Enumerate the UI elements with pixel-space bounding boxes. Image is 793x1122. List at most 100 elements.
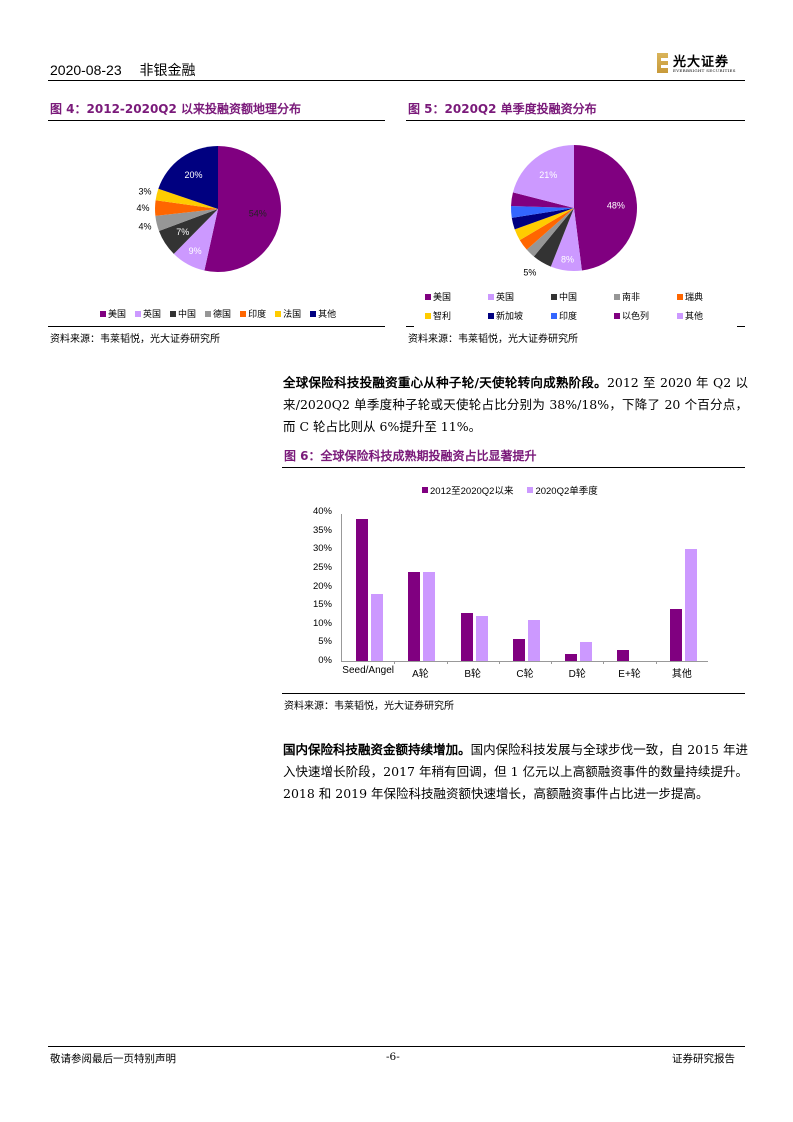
x-tick-mark (394, 661, 396, 664)
legend-swatch (614, 312, 620, 319)
bar-0-3 (512, 638, 525, 661)
legend-label: 2012至2020Q2以来 (430, 486, 514, 497)
figure5-title: 图 5：2020Q2 单季度投融资分布 (408, 102, 597, 116)
figure6-top-rule (282, 467, 745, 468)
bar-1-3 (527, 620, 540, 661)
logo-text-en: EVERBRIGHT SECURITIES (673, 68, 736, 73)
pie-label: 3% (139, 187, 152, 197)
figure4-legend: 美国 英国 中国 德国 印度 法国 其他 (100, 307, 345, 320)
x-tick-mark (446, 661, 448, 664)
pie-slice-8 (511, 192, 574, 208)
x-axis-line (341, 661, 708, 662)
pie-label: 5% (523, 268, 536, 278)
pie-label: 4% (139, 221, 152, 231)
bar-1-6 (684, 549, 697, 661)
pie-slice-3 (526, 208, 574, 257)
legend-item: 其他 (310, 307, 336, 320)
legend-item: 瑞典 (677, 290, 740, 303)
x-tick-mark (498, 661, 500, 664)
legend-item: 中国 (551, 290, 614, 303)
legend-item: 美国 (425, 290, 488, 303)
pie-label: 54% (249, 208, 267, 218)
pie-label: 9% (189, 246, 202, 256)
x-tick-mark (603, 661, 605, 664)
figure4-top-rule (48, 120, 385, 121)
legend-item: 2020Q2单季度 (527, 483, 598, 497)
legend-item: 印度 (551, 309, 614, 322)
legend-item: 智利 (425, 309, 488, 322)
pie-slice-9 (512, 145, 574, 208)
legend-swatch (425, 293, 431, 300)
pie-label: 21% (539, 170, 557, 180)
y-tick-label: 35% (312, 524, 332, 536)
figure5-pie-chart: 48% 8% 5% 21% (511, 145, 637, 278)
y-tick-label: 0% (318, 655, 332, 666)
pie-label: 48% (607, 200, 625, 210)
legend-label: 新加坡 (496, 312, 524, 322)
legend-label: 英国 (143, 310, 162, 320)
bar-1-1 (423, 571, 436, 661)
legend-swatch (677, 312, 683, 319)
legend-item: 其他 (677, 309, 740, 322)
legend-label: 美国 (108, 310, 127, 320)
legend-swatch (310, 310, 317, 317)
x-tick-mark (655, 661, 657, 664)
legend-swatch (488, 312, 494, 319)
footer-disclaimer: 敬请参阅最后一页特别声明 (50, 1053, 176, 1065)
y-tick-label: 10% (312, 617, 332, 629)
bar-1-2 (475, 616, 488, 661)
bar-0-2 (460, 612, 473, 661)
legend-item: 新加坡 (488, 309, 551, 322)
y-axis-line (341, 514, 342, 662)
pie-slice-0 (204, 146, 281, 272)
pie-slice-1 (173, 209, 218, 271)
bar-0-1 (408, 571, 421, 661)
figure4-pie-chart: 54% 9%7% 4% 4% 3% 20% (137, 146, 281, 272)
legend-label: 其他 (318, 310, 337, 320)
legend-swatch (551, 293, 557, 300)
x-tick-label: B轮 (464, 669, 482, 680)
pie-slice-5 (155, 188, 218, 209)
pie-label: 4% (137, 203, 150, 213)
legend-item: 印度 (240, 307, 266, 320)
legend-item: 中国 (170, 307, 196, 320)
x-tick-label: D轮 (568, 669, 586, 680)
x-tick-label: E+轮 (618, 669, 641, 680)
figure6-source: 资料来源：韦莱韬悦，光大证券研究所 (284, 701, 454, 712)
pie-slice-2 (533, 208, 574, 267)
figure6-bar-chart: 2012至2020Q2以来 2020Q2单季度 0% 5% 10% 15% 20% 25% 3… (280, 478, 740, 688)
y-tick-label: 30% (312, 543, 332, 555)
bar-0-5 (617, 649, 630, 661)
x-tick-label: C轮 (516, 669, 534, 680)
pie-label: 20% (185, 170, 203, 180)
legend-item: 2012至2020Q2以来 (422, 483, 513, 497)
legend-label: 英国 (496, 293, 515, 303)
report-header: 2020-08-23 非银金融 (50, 60, 196, 80)
legend-item: 英国 (135, 307, 161, 320)
legend-swatch (240, 310, 247, 317)
legend-label: 其他 (685, 312, 704, 322)
legend-label: 美国 (433, 293, 452, 303)
bar-0-4 (565, 653, 578, 661)
report-sector: 非银金融 (139, 62, 196, 78)
figure6-legend: 2012至2020Q2以来 2020Q2单季度 (422, 483, 612, 497)
legend-swatch (170, 310, 177, 317)
pie-slice-2 (158, 209, 218, 254)
paragraph2-lead: 国内保险科技融资金额持续增加。 (283, 742, 471, 757)
pie-slice-3 (155, 209, 218, 232)
figure6-bottom-rule (282, 693, 745, 694)
legend-item: 法国 (275, 307, 301, 320)
figure4-bottom-rule (48, 326, 385, 327)
legend-swatch (100, 310, 106, 317)
x-tick-label: A轮 (412, 669, 429, 680)
bar-1-4 (580, 642, 593, 661)
paragraph2-body: 国内保险科技发展与全球步伐一致，自 2015 年进入快速增长阶段，2017 年稍… (283, 742, 748, 801)
legend-swatch (677, 293, 683, 300)
pie-slice-4 (519, 208, 574, 250)
y-tick-label: 40% (312, 506, 332, 517)
y-tick-label: 15% (312, 599, 332, 611)
legend-item: 南非 (614, 290, 677, 303)
legend-swatch (488, 293, 494, 300)
pie-slice-0 (574, 145, 637, 271)
legend-label: 印度 (559, 312, 578, 322)
